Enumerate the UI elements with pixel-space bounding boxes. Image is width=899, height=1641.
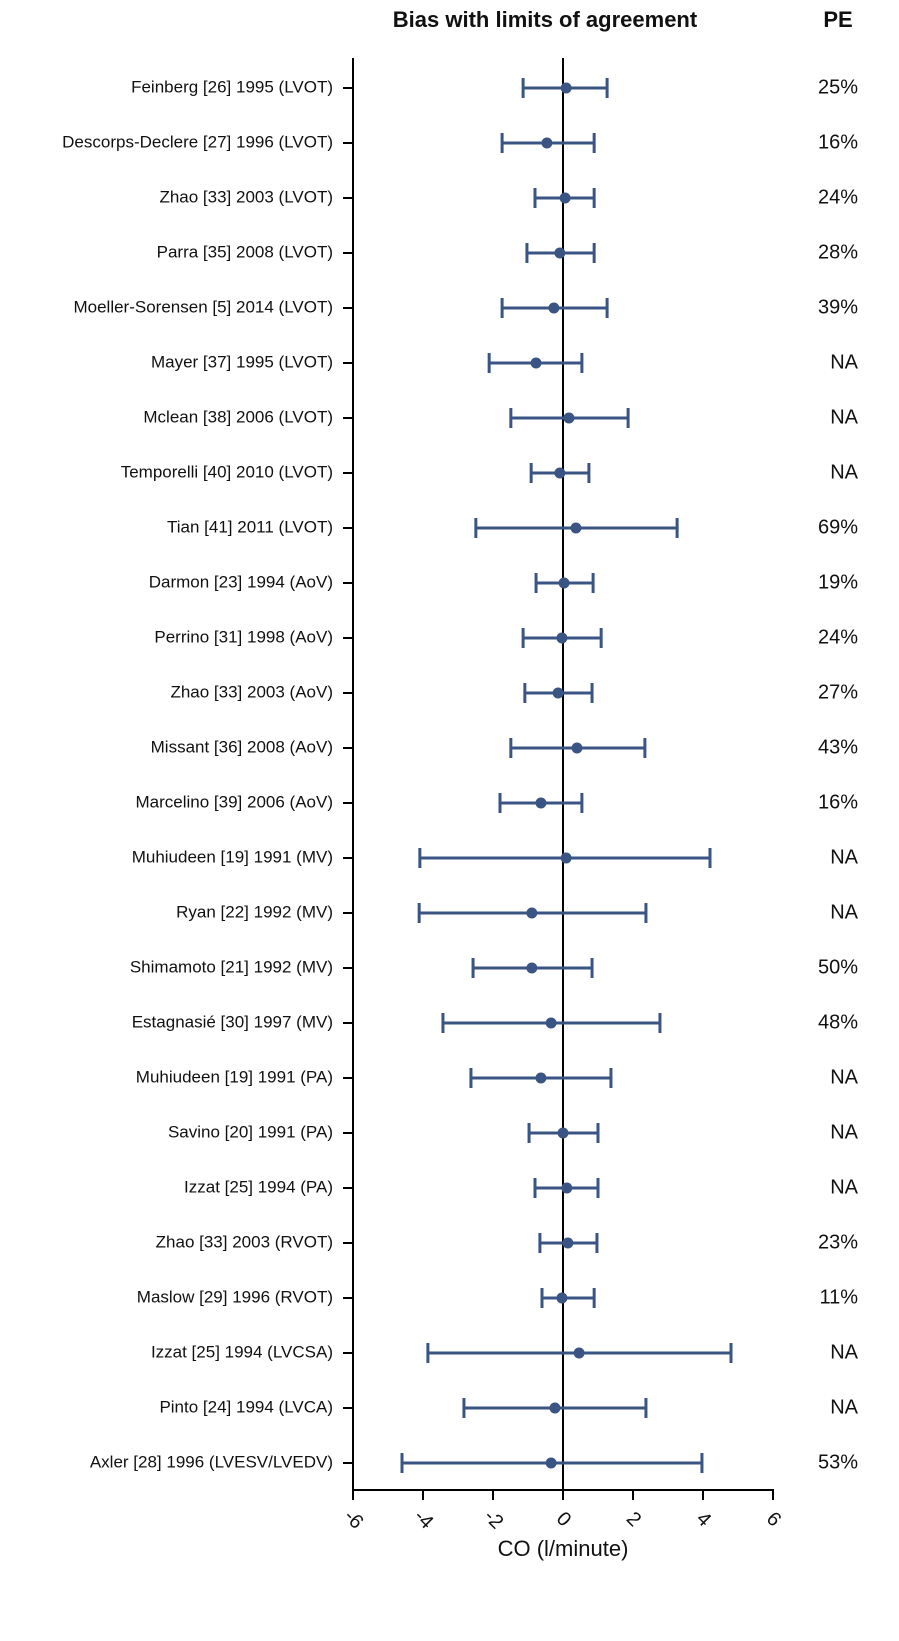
x-tick-label: -2 [479, 1505, 507, 1533]
row-label: Perrino [31] 1998 (AoV) [154, 627, 333, 646]
bias-point [535, 1072, 547, 1084]
row-label: Shimamoto [21] 1992 (MV) [130, 957, 333, 976]
row-label: Zhao [33] 2003 (RVOT) [156, 1232, 333, 1251]
pe-label: NA [830, 1396, 858, 1418]
pe-label: 39% [818, 296, 858, 318]
pe-label: 23% [818, 1231, 858, 1253]
bias-point [563, 412, 575, 424]
pe-label: NA [830, 846, 858, 868]
pe-label: 43% [818, 736, 858, 758]
bias-point [545, 1457, 557, 1469]
bias-point [554, 247, 566, 259]
x-tick-label: -6 [339, 1505, 367, 1533]
x-tick-label: -4 [409, 1505, 437, 1533]
pe-label: 16% [818, 131, 858, 153]
row-label: Darmon [23] 1994 (AoV) [149, 572, 333, 591]
bias-point [556, 1292, 568, 1304]
pe-label: 48% [818, 1011, 858, 1033]
pe-label: NA [830, 461, 858, 483]
pe-label: NA [830, 406, 858, 428]
bias-point [562, 1237, 574, 1249]
chart-title: Bias with limits of agreement [393, 7, 698, 32]
row-label: Ryan [22] 1992 (MV) [176, 902, 333, 921]
row-label: Tian [41] 2011 (LVOT) [167, 517, 333, 536]
row-label: Zhao [33] 2003 (AoV) [170, 682, 333, 701]
bias-point [558, 577, 570, 589]
row-label: Temporelli [40] 2010 (LVOT) [121, 462, 333, 481]
row-label: Muhiudeen [19] 1991 (MV) [132, 847, 333, 866]
x-tick-label: 6 [762, 1508, 785, 1531]
row-label: Savino [20] 1991 (PA) [168, 1122, 333, 1141]
bias-point [535, 797, 547, 809]
pe-label: 11% [819, 1286, 858, 1308]
x-axis-label: CO (l/minute) [498, 1536, 629, 1561]
pe-label: 50% [818, 956, 858, 978]
bias-point [559, 192, 571, 204]
row-label: Marcelino [39] 2006 (AoV) [136, 792, 334, 811]
row-label: Mayer [37] 1995 (LVOT) [151, 352, 333, 371]
row-label: Pinto [24] 1994 (LVCA) [159, 1397, 333, 1416]
bias-point [552, 687, 564, 699]
row-label: Axler [28] 1996 (LVESV/LVEDV) [90, 1452, 333, 1471]
bias-point [541, 137, 553, 149]
bias-point [571, 742, 583, 754]
row-label: Maslow [29] 1996 (RVOT) [137, 1287, 333, 1306]
bias-point [561, 1182, 573, 1194]
pe-title: PE [823, 7, 852, 32]
pe-label: NA [830, 1066, 858, 1088]
row-label: Estagnasié [30] 1997 (MV) [132, 1012, 333, 1031]
bias-point [556, 632, 568, 644]
pe-label: NA [830, 1341, 858, 1363]
pe-label: NA [830, 351, 858, 373]
pe-label: 19% [818, 571, 858, 593]
row-label: Missant [36] 2008 (AoV) [151, 737, 333, 756]
pe-label: 24% [818, 626, 858, 648]
x-tick-label: 4 [692, 1508, 715, 1531]
row-label: Izzat [25] 1994 (LVCSA) [151, 1342, 333, 1361]
row-label: Muhiudeen [19] 1991 (PA) [136, 1067, 333, 1086]
row-label: Parra [35] 2008 (LVOT) [157, 242, 333, 261]
row-label: Moeller-Sorensen [5] 2014 (LVOT) [73, 297, 333, 316]
bias-point [557, 1127, 569, 1139]
bias-point [573, 1347, 585, 1359]
pe-label: 24% [818, 186, 858, 208]
bias-point [526, 907, 538, 919]
pe-label: 28% [818, 241, 858, 263]
pe-label: 25% [818, 76, 858, 98]
bias-point [560, 852, 572, 864]
pe-label: 53% [818, 1451, 858, 1473]
bias-point [530, 357, 542, 369]
bias-point [570, 522, 582, 534]
pe-label: 16% [818, 791, 858, 813]
row-label: Mclean [38] 2006 (LVOT) [143, 407, 333, 426]
pe-label: NA [830, 901, 858, 923]
bias-point [560, 82, 572, 94]
bias-point [549, 1402, 561, 1414]
pe-label: NA [830, 1121, 858, 1143]
bias-point [554, 467, 566, 479]
x-tick-label: 0 [552, 1508, 575, 1531]
row-label: Zhao [33] 2003 (LVOT) [159, 187, 333, 206]
row-label: Descorps-Declere [27] 1996 (LVOT) [62, 132, 333, 151]
x-tick-label: 2 [622, 1508, 645, 1531]
bias-point [545, 1017, 557, 1029]
bias-point [526, 962, 538, 974]
pe-label: NA [830, 1176, 858, 1198]
bias-point [548, 302, 560, 314]
row-label: Feinberg [26] 1995 (LVOT) [131, 77, 333, 96]
pe-label: 69% [818, 516, 858, 538]
row-label: Izzat [25] 1994 (PA) [184, 1177, 333, 1196]
pe-label: 27% [818, 681, 858, 703]
